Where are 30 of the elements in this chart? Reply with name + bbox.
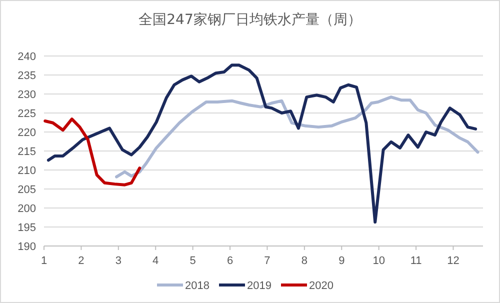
y-tick-label: 215 (18, 146, 36, 158)
legend-label: 2018 (185, 280, 210, 292)
x-tick-label: 1 (40, 255, 48, 267)
x-tick-label: 11 (410, 255, 422, 267)
y-tick-label: 240 (18, 51, 36, 63)
line-series (115, 96, 480, 178)
y-tick-label: 235 (18, 70, 36, 82)
x-tick-label: 10 (372, 255, 385, 267)
x-tick-label: 7 (264, 255, 270, 267)
x-tick-label: 8 (301, 255, 308, 267)
x-tick-label: 5 (190, 255, 196, 267)
y-tick-label: 210 (18, 165, 36, 177)
chart-title: 全国247家钢厂日均铁水产量（周） (138, 12, 362, 28)
legend-label: 2019 (247, 280, 272, 292)
x-tick-label: 6 (226, 255, 234, 267)
y-tick-label: 220 (18, 127, 36, 139)
x-tick-label: 12 (447, 255, 460, 267)
x-tick-label: 9 (338, 255, 345, 267)
line-series (46, 64, 478, 224)
y-tick-label: 205 (18, 184, 36, 196)
x-tick-label: 2 (78, 255, 84, 267)
y-tick-label: 225 (18, 108, 36, 120)
legend-label: 2020 (309, 280, 334, 292)
x-tick-label: 4 (152, 255, 159, 267)
y-tick-label: 200 (18, 203, 36, 215)
y-tick-label: 230 (18, 89, 36, 101)
y-tick-label: 190 (18, 241, 36, 253)
line-series (44, 118, 142, 186)
x-tick-label: 3 (115, 255, 122, 267)
y-tick-label: 195 (18, 222, 36, 234)
